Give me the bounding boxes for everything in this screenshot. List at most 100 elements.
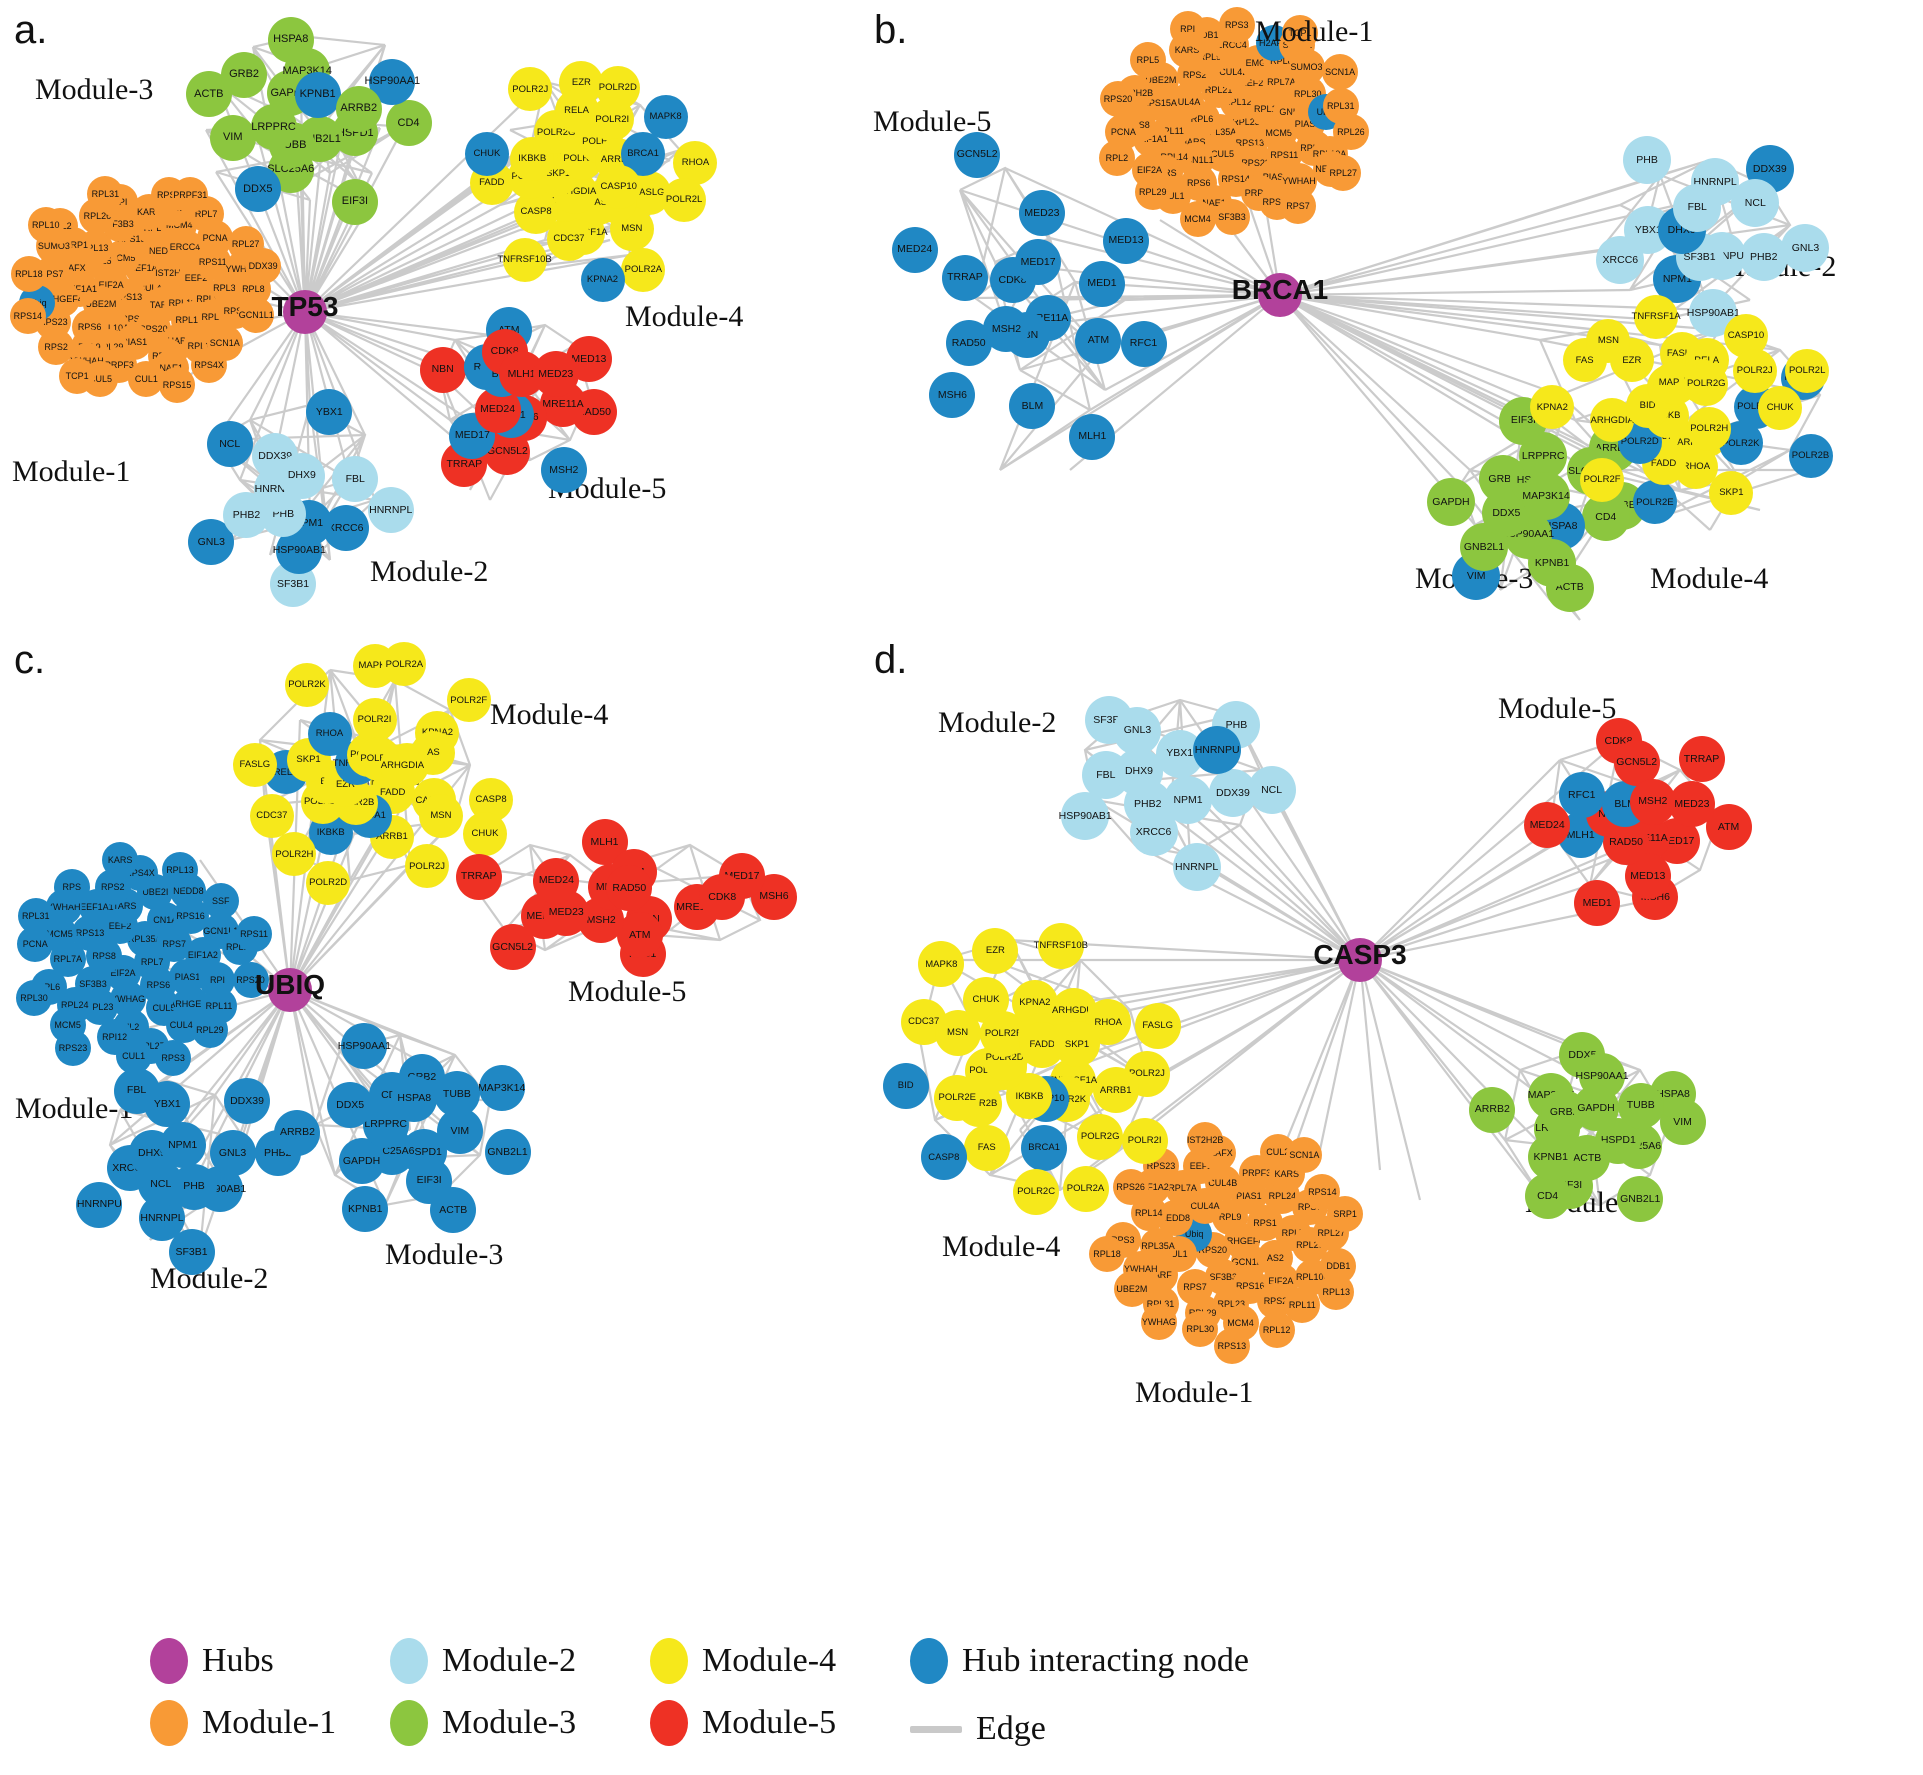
node-mapk8[interactable]: MAPK8 (643, 94, 688, 139)
node-kpna2[interactable]: KPNA2 (580, 257, 625, 302)
node-gnb2l1[interactable]: GNB2L1 (1617, 1176, 1664, 1223)
node-gapdh[interactable]: GAPDH (1573, 1085, 1620, 1132)
node-chuk[interactable]: CHUK (463, 811, 507, 856)
node-eif3i[interactable]: EIF3I (406, 1157, 453, 1204)
node-rps11[interactable]: RPS11 (236, 915, 273, 952)
node-mlh1[interactable]: MLH1 (1069, 413, 1116, 460)
hub-node-tp53[interactable] (283, 290, 327, 334)
node-dhx9[interactable]: DHX9 (1114, 747, 1163, 796)
node-arrb2[interactable]: ARRB2 (335, 85, 382, 132)
node-gcn5l2[interactable]: GCN5L2 (489, 924, 536, 971)
node-polr2j[interactable]: POLR2J (1732, 348, 1777, 393)
node-grb2[interactable]: GRB2 (221, 51, 268, 98)
node-sf3b1[interactable]: SF3B1 (168, 1229, 215, 1276)
node-rpl31[interactable]: RPL31 (87, 175, 124, 212)
node-polr2j[interactable]: POLR2J (508, 67, 553, 112)
node-rad50[interactable]: RAD50 (606, 865, 653, 912)
node-med24[interactable]: MED24 (533, 857, 580, 904)
node-mcm4[interactable]: MCM4 (1179, 200, 1216, 237)
node-gapdh[interactable]: GAPDH (1426, 477, 1475, 526)
node-chuk[interactable]: CHUK (464, 132, 509, 177)
node-skp1[interactable]: SKP1 (1709, 471, 1754, 516)
node-med17[interactable]: MED17 (449, 412, 496, 459)
node-med24[interactable]: MED24 (1524, 801, 1571, 848)
node-kpnb1[interactable]: KPNB1 (342, 1186, 389, 1233)
node-msh2[interactable]: MSH2 (540, 447, 587, 494)
node-brca1[interactable]: BRCA1 (1021, 1124, 1068, 1171)
node-cdk8[interactable]: CDK8 (699, 874, 746, 921)
node-fbl[interactable]: FBL (332, 455, 379, 502)
node-polr2i[interactable]: POLR2I (352, 697, 397, 742)
node-rps20[interactable]: RPS20 (232, 962, 269, 999)
node-ddx5[interactable]: DDX5 (327, 1081, 374, 1128)
node-rpl10[interactable]: RPL10 (27, 206, 64, 243)
node-med1[interactable]: MED1 (1079, 260, 1125, 307)
node-map3k14[interactable]: MAP3K14 (478, 1064, 525, 1111)
node-tnfrsf10b[interactable]: TNFRSF10B (497, 237, 552, 282)
node-vim[interactable]: VIM (209, 114, 256, 161)
node-srp1[interactable]: SRP1 (1327, 1196, 1364, 1233)
node-msh6[interactable]: MSH6 (929, 372, 976, 419)
node-rps23[interactable]: RPS23 (54, 1029, 91, 1066)
node-hnrnpu[interactable]: HNRNPU (1193, 726, 1242, 775)
node-rpl27[interactable]: RPL27 (1325, 155, 1362, 192)
node-cul1[interactable]: CUL1 (115, 1038, 152, 1075)
node-casp10[interactable]: CASP10 (596, 165, 641, 210)
node-tnfrsf1a[interactable]: TNFRSF1A (1632, 294, 1681, 339)
node-tcp1[interactable]: TCP1 (1282, 15, 1319, 52)
node-rps26[interactable]: RPS26 (1112, 1168, 1149, 1205)
node-rps7[interactable]: RPS7 (1279, 188, 1316, 225)
node-trrap[interactable]: TRRAP (941, 254, 988, 301)
node-mapk8[interactable]: MAPK8 (918, 941, 965, 988)
node-rpl5[interactable]: RPL5 (1129, 42, 1166, 79)
node-map3k14[interactable]: MAP3K14 (1522, 471, 1571, 520)
node-kpnb1[interactable]: KPNB1 (294, 71, 341, 118)
node-rpl18[interactable]: RPL18 (10, 255, 47, 292)
node-hsp90aa1[interactable]: HSP90AA1 (338, 1023, 391, 1070)
node-gnl3[interactable]: GNL3 (209, 1130, 256, 1177)
node-trrap[interactable]: TRRAP (455, 853, 502, 900)
node-rhoa[interactable]: RHOA (673, 140, 718, 185)
node-rfc1[interactable]: RFC1 (1558, 772, 1605, 819)
node-rps13[interactable]: RPS13 (1213, 1328, 1250, 1365)
node-ddx39[interactable]: DDX39 (224, 1078, 271, 1125)
node-dhx9[interactable]: DHX9 (278, 452, 325, 499)
node-cul1[interactable]: CUL1 (128, 360, 165, 397)
node-hnrnpl[interactable]: HNRNPL (367, 487, 414, 534)
node-ddx39[interactable]: DDX39 (245, 248, 282, 285)
node-rpl31[interactable]: RPL31 (17, 897, 54, 934)
node-rps[interactable]: RPS (53, 869, 90, 906)
node-rps20[interactable]: RPS20 (1099, 80, 1136, 117)
node-rpl12[interactable]: RPL12 (1258, 1312, 1295, 1349)
node-cd4[interactable]: CD4 (385, 100, 432, 147)
node-npm1[interactable]: NPM1 (159, 1121, 206, 1168)
node-hist2h2be[interactable]: HIST2H2BE (1186, 1121, 1223, 1158)
node-msh2[interactable]: MSH2 (1629, 778, 1676, 825)
node-polr2g[interactable]: POLR2G (1684, 361, 1729, 406)
node-arrb2[interactable]: ARRB2 (1469, 1086, 1516, 1133)
node-fas[interactable]: FAS (963, 1124, 1010, 1171)
node-hnrnpu[interactable]: HNRNPU (76, 1181, 123, 1228)
node-polr2e[interactable]: POLR2E (1632, 480, 1677, 525)
node-polr2b[interactable]: POLR2B (1788, 433, 1833, 478)
node-kpna2[interactable]: KPNA2 (1530, 385, 1575, 430)
node-rpl29[interactable]: RPL29 (1134, 173, 1171, 210)
node-gcn1l1[interactable]: GCN1L1 (238, 297, 275, 334)
node-gcn5l2[interactable]: GCN5L2 (954, 131, 1001, 178)
node-polr2j[interactable]: POLR2J (405, 844, 450, 889)
node-rpl30[interactable]: RPL30 (16, 979, 53, 1016)
node-ssf[interactable]: SSF (202, 882, 239, 919)
node-skp1[interactable]: SKP1 (1054, 1021, 1101, 1068)
node-gnl3[interactable]: GNL3 (1113, 706, 1162, 755)
node-rpl2[interactable]: RPL2 (1098, 139, 1135, 176)
node-ybx1[interactable]: YBX1 (306, 388, 353, 435)
node-gapdh[interactable]: GAPDH (338, 1138, 385, 1185)
node-faslg[interactable]: FASLG (1134, 1002, 1181, 1049)
node-cdc37[interactable]: CDC37 (546, 217, 591, 262)
node-rpl13[interactable]: RPL13 (1318, 1273, 1355, 1310)
node-msn[interactable]: MSN (1586, 319, 1631, 364)
node-tubb[interactable]: TUBB (433, 1071, 480, 1117)
node-med13[interactable]: MED13 (1103, 217, 1150, 264)
hub-node-casp3[interactable] (1338, 938, 1382, 982)
node-npm1[interactable]: NPM1 (1164, 775, 1213, 824)
